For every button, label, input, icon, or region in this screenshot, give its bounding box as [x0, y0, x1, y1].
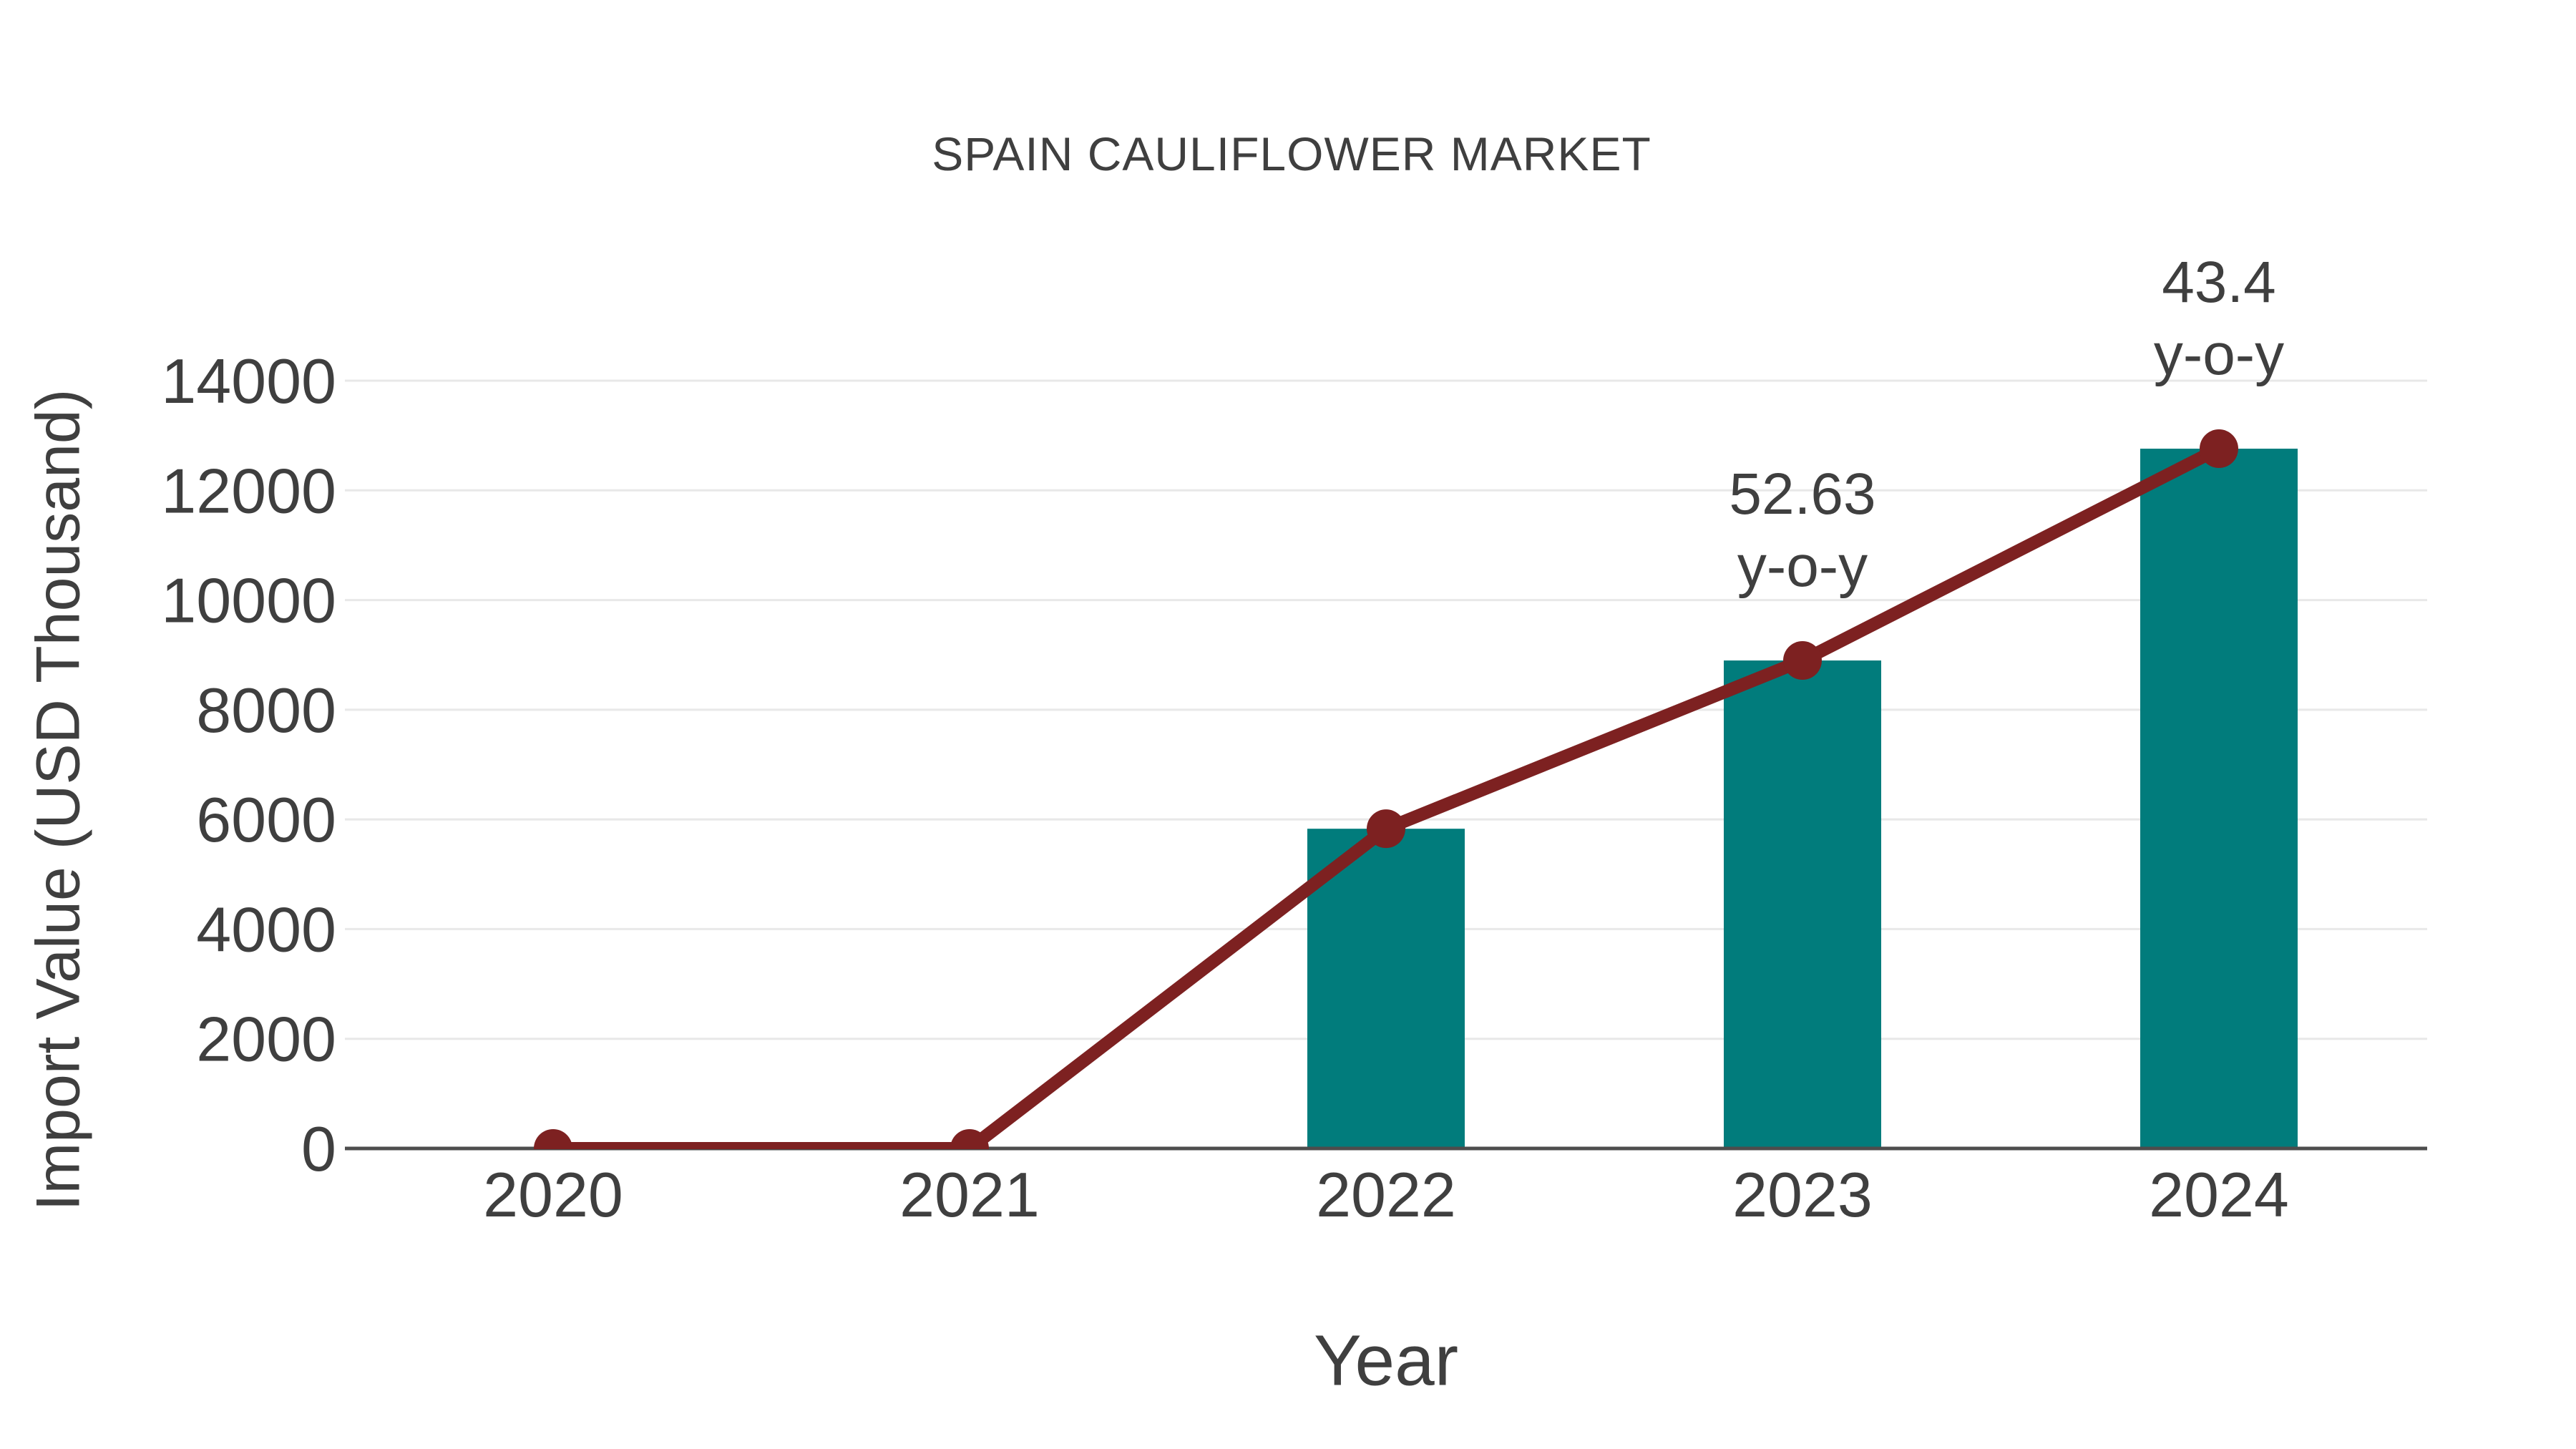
y-tick-label: 12000	[161, 455, 336, 526]
annotation-2024-line2: y-o-y	[2154, 322, 2284, 387]
data-point-marker-2022	[1367, 809, 1405, 849]
x-tick-label-2023: 2023	[1732, 1159, 1873, 1230]
bar-2024	[2140, 449, 2298, 1148]
y-tick-label: 10000	[161, 565, 336, 636]
y-tick-label: 4000	[196, 894, 336, 965]
y-tick-label: 0	[301, 1113, 336, 1184]
x-axis-title: Year	[1313, 1320, 1459, 1401]
y-tick-label: 8000	[196, 675, 336, 746]
x-tick-label-2021: 2021	[899, 1159, 1040, 1230]
annotation-2023-line2: y-o-y	[1737, 534, 1868, 599]
bar-2023	[1724, 660, 1881, 1148]
y-tick-label: 2000	[196, 1004, 336, 1075]
y-tick-label: 14000	[161, 346, 336, 416]
x-tick-label-2022: 2022	[1316, 1159, 1456, 1230]
y-axis-title: Import Value (USD Thousand)	[24, 389, 93, 1211]
chart-title: SPAIN CAULIFLOWER MARKET	[932, 127, 1652, 180]
x-tick-label-2020: 2020	[483, 1159, 623, 1230]
data-point-marker-2023	[1783, 641, 1822, 680]
y-tick-label: 6000	[196, 784, 336, 855]
bar-2022	[1307, 829, 1465, 1148]
data-point-marker-2024	[2200, 429, 2238, 469]
data-point-marker-2021	[950, 1129, 989, 1149]
x-tick-label-2024: 2024	[2149, 1159, 2289, 1230]
data-point-marker-2020	[534, 1129, 572, 1149]
annotation-2024-line1: 43.4	[2162, 250, 2276, 315]
annotation-2023-line1: 52.63	[1729, 462, 1875, 527]
